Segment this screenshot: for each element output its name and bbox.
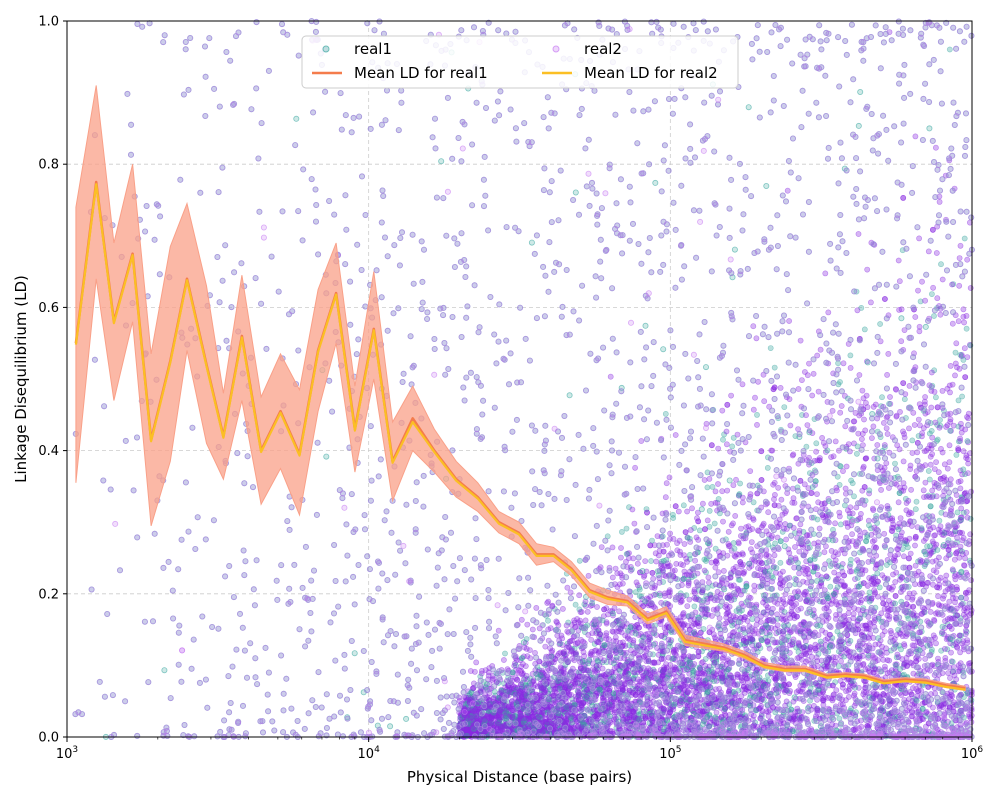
legend-marker-0 — [323, 46, 329, 52]
legend: real1 real2 Mean LD for real1 Mean LD for r… — [302, 36, 738, 88]
y-tick-label-4: 0.8 — [38, 158, 59, 173]
y-tick-label-2: 0.4 — [38, 444, 59, 459]
legend-label-3: Mean LD for real2 — [584, 64, 718, 82]
x-tick-label-2: 105 — [659, 745, 681, 762]
y-tick-label-1: 0.2 — [38, 587, 59, 602]
y-tick-label-3: 0.6 — [38, 301, 59, 316]
x-tick-label-1: 104 — [358, 745, 381, 762]
y-tick-label-0: 0.0 — [38, 731, 59, 746]
legend-label-2: Mean LD for real1 — [354, 64, 488, 82]
x-tick-label-0: 103 — [56, 745, 78, 762]
legend-label-0: real1 — [354, 40, 392, 58]
y-axis-label: Linkage Disequilibrium (LD) — [12, 275, 30, 483]
legend-marker-1 — [553, 46, 559, 52]
scatter-dense-cloud — [457, 29, 975, 739]
x-axis-label: Physical Distance (base pairs) — [407, 768, 632, 786]
legend-label-1: real2 — [584, 40, 622, 58]
y-tick-label-5: 1.0 — [38, 15, 59, 30]
x-tick-label-3: 106 — [961, 745, 984, 762]
